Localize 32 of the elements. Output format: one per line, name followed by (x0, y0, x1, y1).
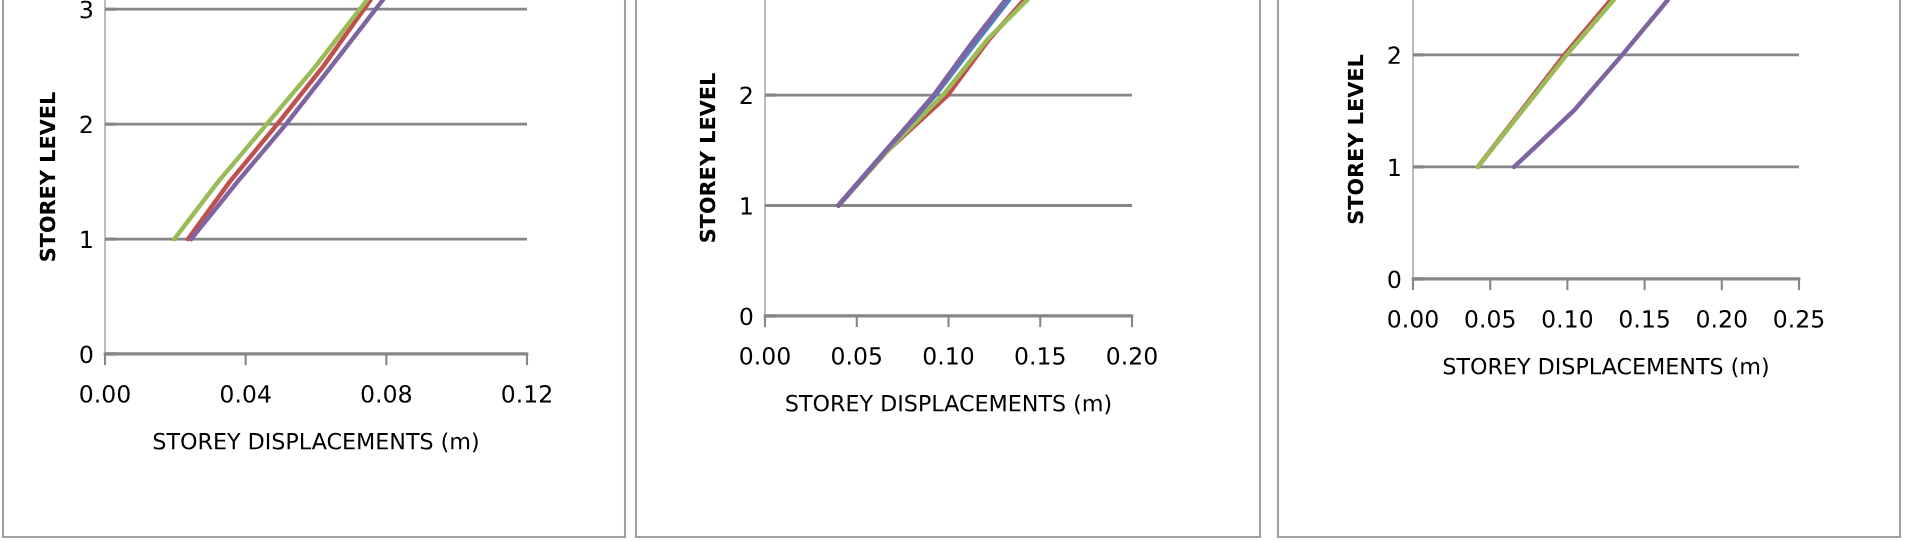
line-series (1511, 0, 1670, 170)
y-axis-title: STOREY LEVEL (1347, 54, 1364, 224)
y-tick-label: 2 (1388, 46, 1400, 64)
y-tick-label: 2 (740, 86, 752, 104)
x-tick-label: 0.00 (1388, 309, 1438, 328)
y-axis-title: STOREY LEVEL (699, 73, 716, 242)
y-tick-label: 0 (740, 307, 753, 326)
y-tick-label: 1 (741, 197, 752, 215)
x-tick-label: 0.20 (1107, 346, 1157, 365)
x-axis-title: STOREY DISPLACEMENTS (m) (786, 394, 1111, 415)
x-tick-label: 0.00 (80, 384, 130, 403)
x-tick-label: 0.08 (361, 384, 411, 403)
x-tick-label: 0.15 (1619, 309, 1669, 328)
x-tick-label: 0.00 (740, 346, 790, 365)
x-tick-label: 0.10 (923, 346, 974, 365)
x-tick-label: 0.12 (502, 384, 551, 403)
x-tick-label: 0.25 (1774, 309, 1824, 328)
y-tick-label: 1 (1389, 158, 1400, 176)
x-axis-title: STOREY DISPLACEMENTS (m) (1443, 357, 1768, 378)
x-tick-label: 0.05 (832, 346, 881, 365)
y-tick-label: 0 (80, 345, 93, 364)
x-tick-label: 0.05 (1465, 309, 1515, 328)
x-tick-label: 0.04 (220, 384, 271, 403)
y-tick-label: 3 (80, 0, 92, 19)
x-tick-label: 0.10 (1542, 309, 1593, 328)
x-axis-title: STOREY DISPLACEMENTS (m) (153, 432, 478, 453)
y-axis-title: STOREY LEVEL (39, 92, 56, 261)
x-tick-label: 0.15 (1015, 346, 1065, 365)
y-tick-label: 0 (1388, 270, 1401, 289)
x-tick-label: 0.20 (1697, 309, 1747, 328)
y-tick-label: 2 (80, 115, 92, 134)
y-tick-label: 1 (81, 230, 92, 249)
